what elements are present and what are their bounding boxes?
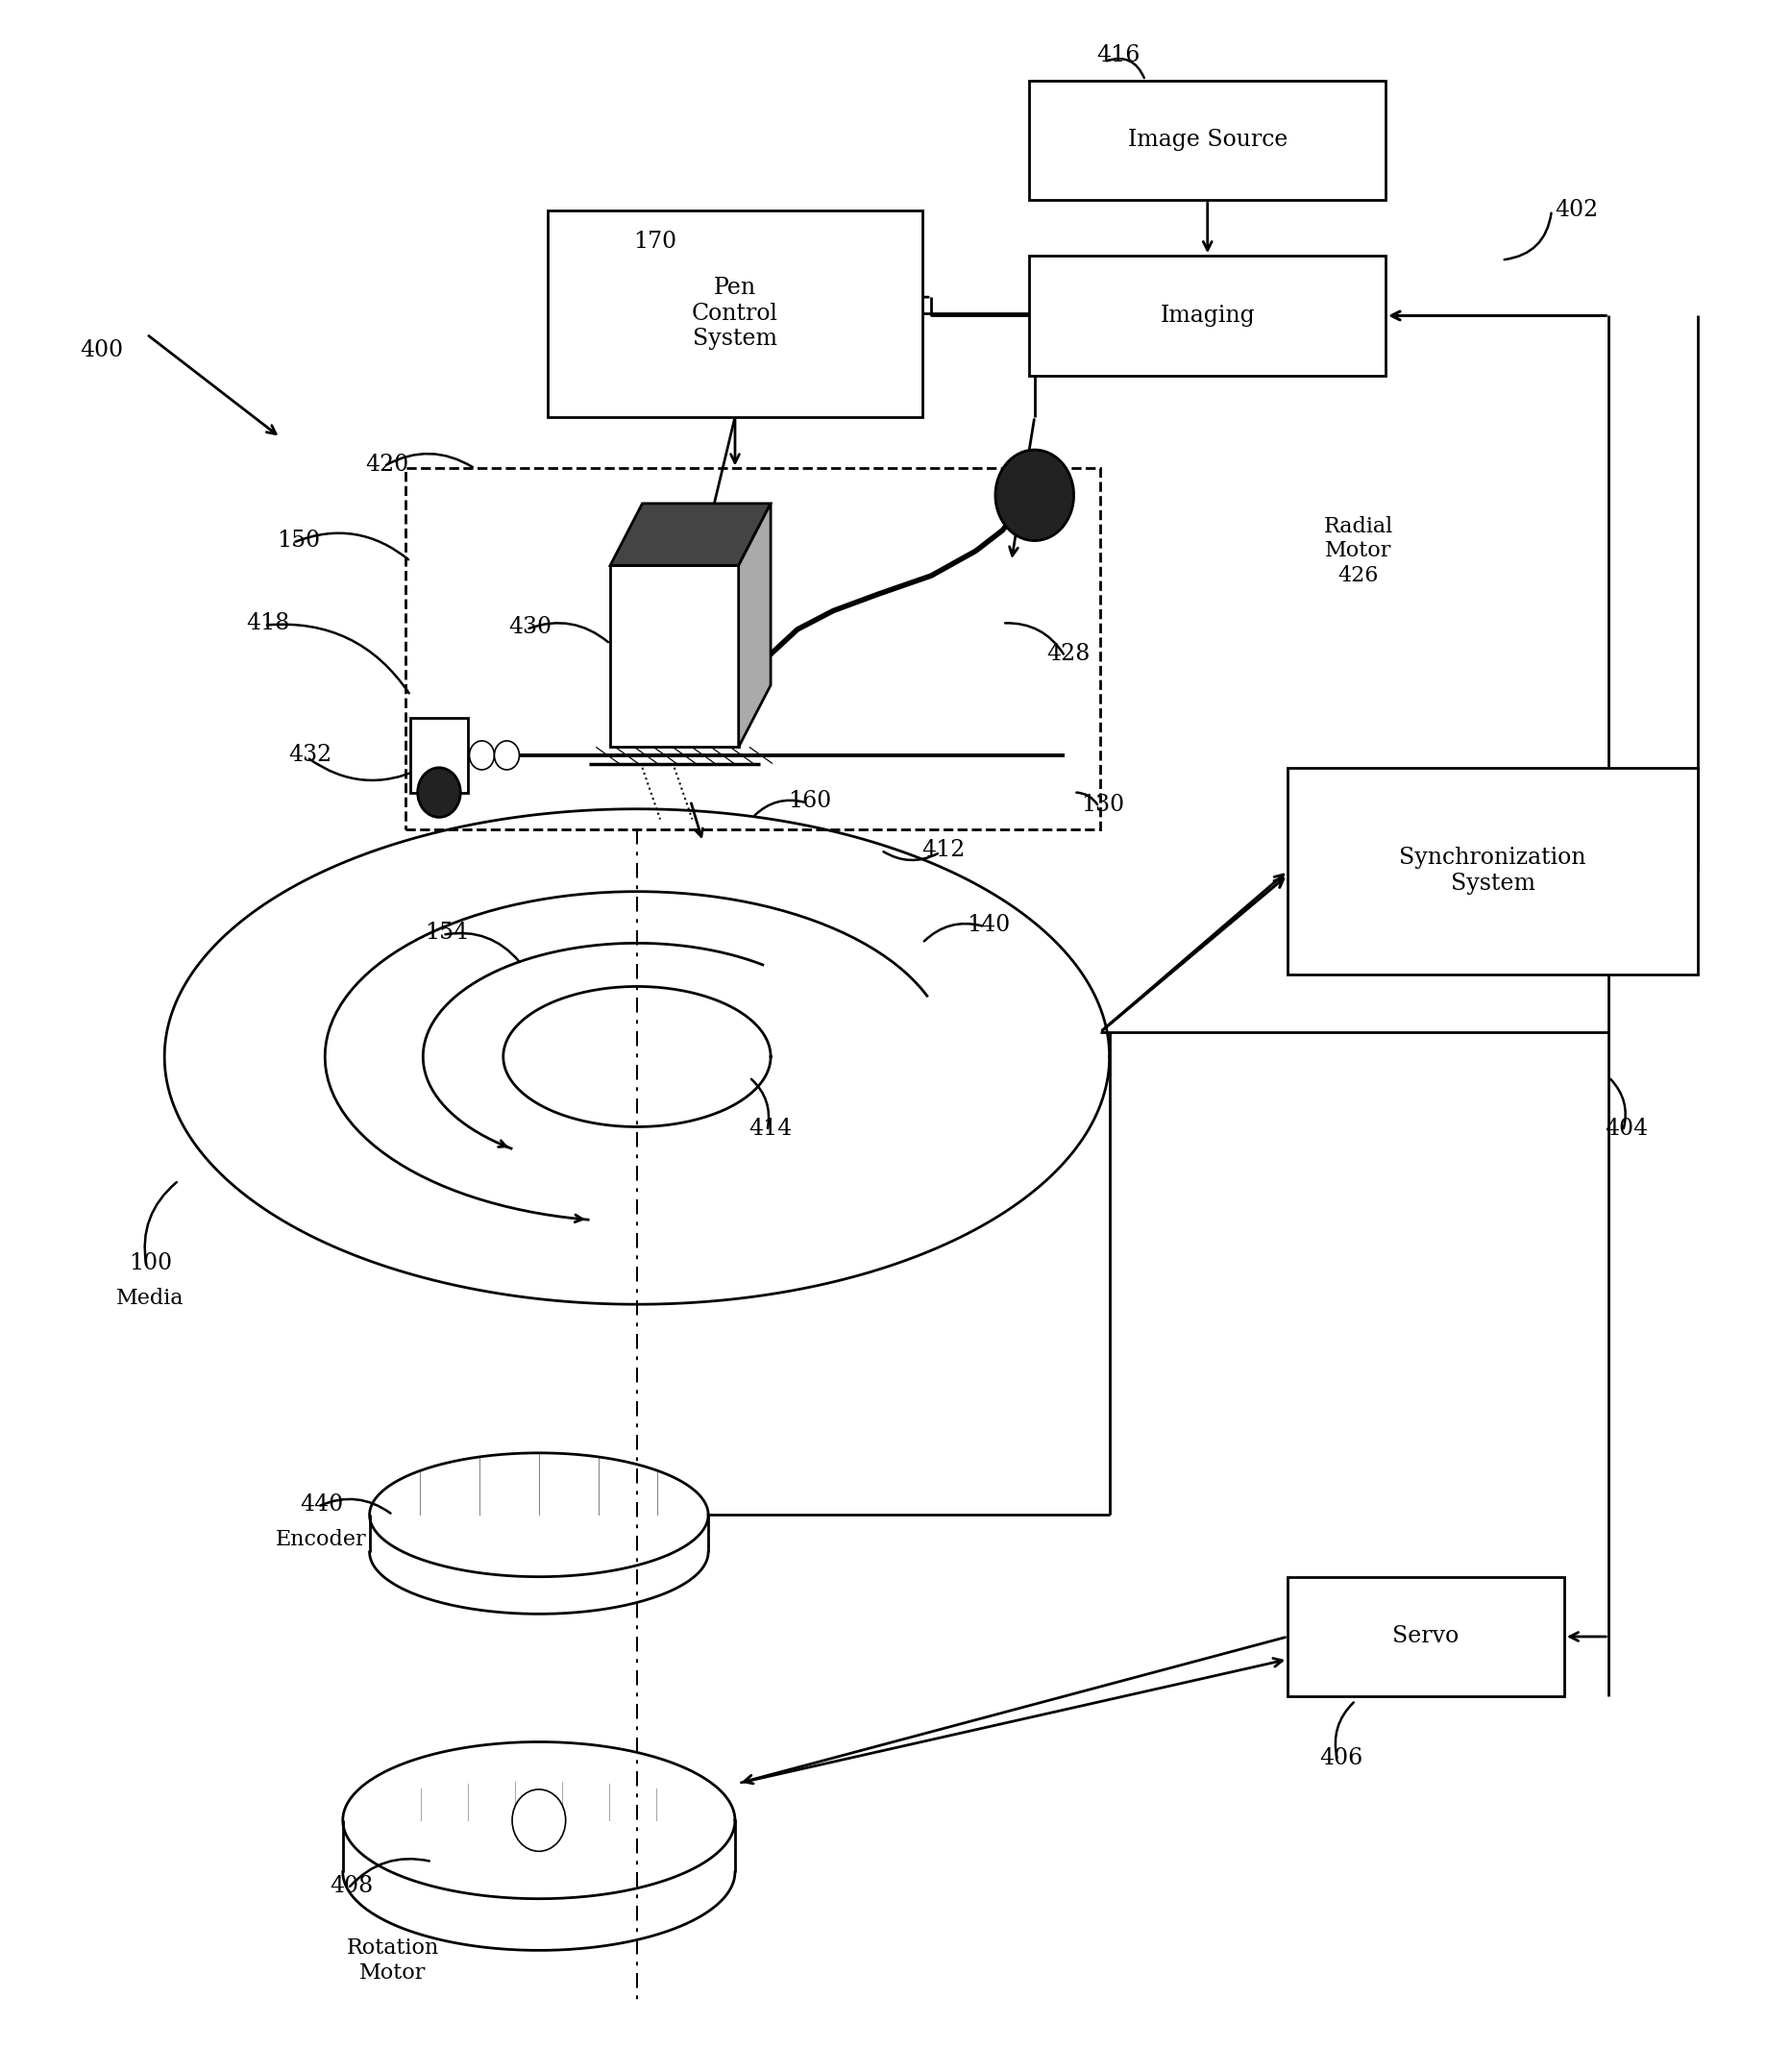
- Text: Imaging: Imaging: [1161, 305, 1255, 327]
- Circle shape: [469, 742, 494, 769]
- FancyBboxPatch shape: [1030, 255, 1386, 375]
- FancyBboxPatch shape: [611, 566, 738, 748]
- Text: Pen
Control
System: Pen Control System: [691, 278, 779, 350]
- Text: 160: 160: [788, 789, 831, 812]
- Text: 406: 406: [1320, 1747, 1363, 1769]
- Text: 440: 440: [299, 1494, 344, 1515]
- Text: 416: 416: [1096, 46, 1141, 66]
- Text: Servo: Servo: [1393, 1627, 1460, 1647]
- Text: 418: 418: [245, 611, 290, 634]
- Text: 420: 420: [365, 454, 408, 474]
- Text: 130: 130: [1080, 794, 1125, 816]
- Text: 154: 154: [424, 922, 467, 945]
- Polygon shape: [611, 503, 770, 566]
- Text: Encoder: Encoder: [276, 1529, 367, 1550]
- FancyBboxPatch shape: [1030, 81, 1386, 201]
- Circle shape: [512, 1790, 566, 1850]
- Text: Synchronization
System: Synchronization System: [1399, 847, 1587, 895]
- Text: 140: 140: [967, 914, 1010, 937]
- Text: 408: 408: [330, 1875, 374, 1898]
- Circle shape: [417, 769, 460, 816]
- Circle shape: [494, 742, 519, 769]
- FancyBboxPatch shape: [548, 211, 922, 416]
- Text: 414: 414: [749, 1117, 792, 1140]
- Text: Rotation
Motor: Rotation Motor: [346, 1937, 439, 1983]
- Text: Image Source: Image Source: [1128, 128, 1288, 151]
- Text: 432: 432: [288, 744, 333, 767]
- Text: 428: 428: [1046, 642, 1091, 665]
- Text: 100: 100: [129, 1251, 172, 1274]
- Text: 412: 412: [922, 839, 965, 862]
- Polygon shape: [738, 503, 770, 748]
- Text: 400: 400: [81, 340, 124, 363]
- Text: 170: 170: [632, 230, 677, 253]
- Text: 402: 402: [1555, 199, 1599, 222]
- Text: 430: 430: [509, 615, 552, 638]
- FancyBboxPatch shape: [1288, 1577, 1564, 1697]
- Text: Media: Media: [116, 1287, 184, 1310]
- Text: 150: 150: [276, 530, 321, 551]
- FancyBboxPatch shape: [1288, 769, 1698, 974]
- Text: 404: 404: [1605, 1117, 1648, 1140]
- Text: Radial
Motor
426: Radial Motor 426: [1324, 516, 1393, 586]
- FancyBboxPatch shape: [410, 719, 467, 792]
- Circle shape: [996, 450, 1075, 541]
